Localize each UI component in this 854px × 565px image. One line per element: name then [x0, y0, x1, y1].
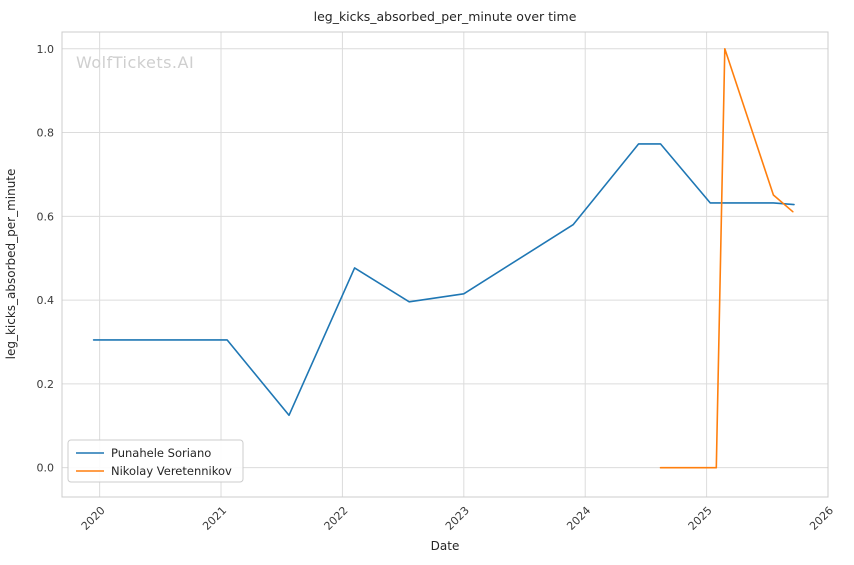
- x-axis-label: Date: [431, 539, 460, 553]
- x-tick-label: 2026: [807, 504, 836, 533]
- x-tick-label: 2022: [322, 504, 351, 533]
- legend-label: Nikolay Veretennikov: [111, 464, 232, 478]
- y-tick-label: 0.2: [37, 378, 55, 391]
- series-layer: [92, 48, 795, 469]
- series-line: [659, 48, 794, 469]
- series-line: [92, 143, 795, 417]
- y-axis-label: leg_kicks_absorbed_per_minute: [4, 169, 18, 360]
- legend: Punahele Soriano Nikolay Veretennikov: [67, 439, 244, 483]
- y-tick-label: 0.8: [37, 127, 55, 140]
- y-tick-label: 0.0: [37, 462, 55, 475]
- x-tick-label: 2024: [564, 504, 593, 533]
- y-tick-label: 1.0: [37, 43, 55, 56]
- legend-item: Nikolay Veretennikov: [76, 464, 232, 478]
- plot-border: [61, 31, 829, 498]
- legend-box: [67, 439, 244, 483]
- chart-title: leg_kicks_absorbed_per_minute over time: [314, 9, 577, 24]
- y-tick-label: 0.4: [37, 294, 55, 307]
- x-tick-label: 2020: [79, 504, 108, 533]
- grid-layer: [62, 32, 829, 497]
- legend-item: Punahele Soriano: [76, 446, 211, 460]
- watermark: WolfTickets.AI: [76, 53, 194, 72]
- y-tick-label: 0.6: [37, 210, 55, 223]
- legend-label: Punahele Soriano: [111, 446, 211, 460]
- x-tick-label: 2025: [686, 504, 715, 533]
- x-tick-label: 2021: [200, 504, 229, 533]
- x-tick-label: 2023: [443, 504, 472, 533]
